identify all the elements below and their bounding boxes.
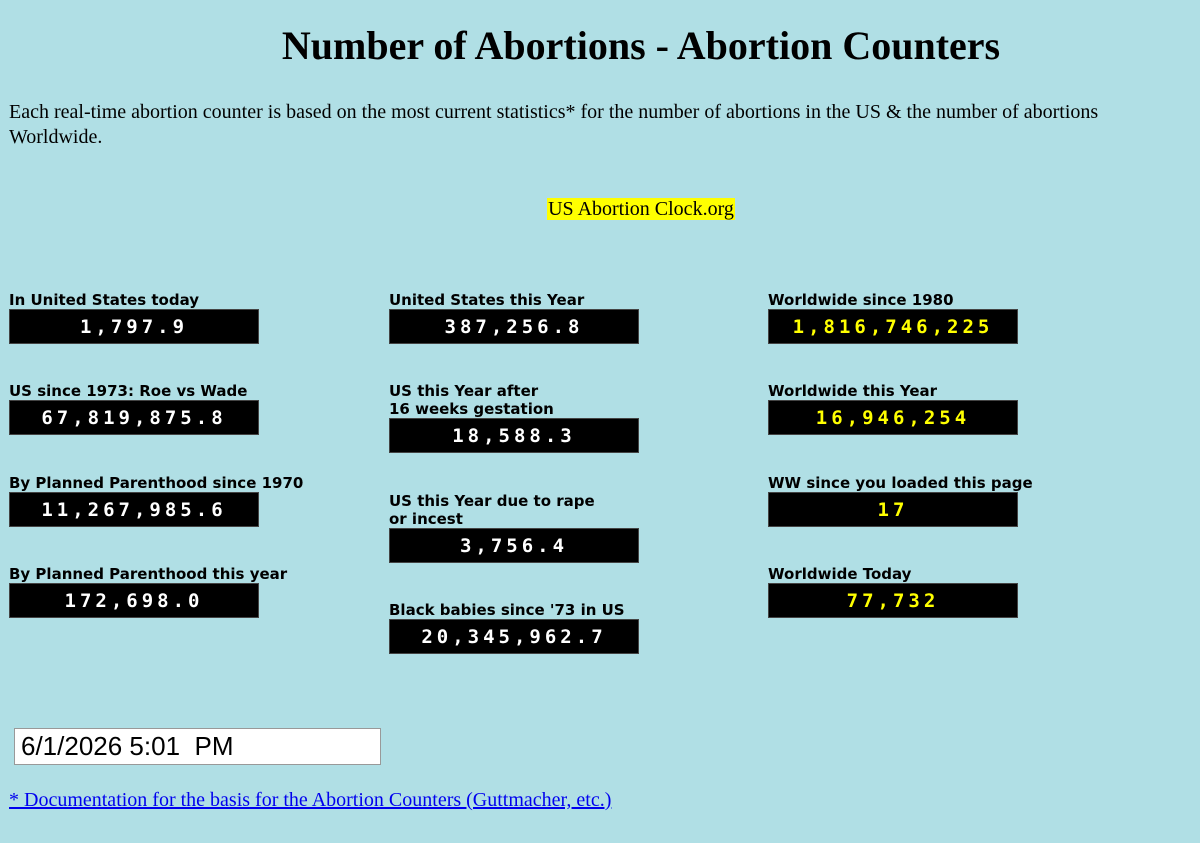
counter-label-line-1: US this Year due to rape xyxy=(389,492,595,510)
counter-value: 1,797.9 xyxy=(9,309,259,344)
counter-value: 1,816,746,225 xyxy=(768,309,1018,344)
counter-label: WW since you loaded this page xyxy=(768,474,1033,492)
counter-value: 20,345,962.7 xyxy=(389,619,639,654)
counter-us-rape-incest: US this Year due to rape or incest 3,756… xyxy=(389,492,689,563)
counter-label: Worldwide since 1980 xyxy=(768,291,954,309)
counter-value: 18,588.3 xyxy=(389,418,639,453)
counter-label: Black babies since '73 in US xyxy=(389,601,625,619)
counter-ww-since-1980: Worldwide since 1980 1,816,746,225 xyxy=(768,291,1068,344)
counter-planned-parenthood-this-year: By Planned Parenthood this year 172,698.… xyxy=(9,565,309,618)
counter-label-line-1: US this Year after xyxy=(389,382,539,400)
counter-label: Worldwide Today xyxy=(768,565,912,583)
counter-us-this-year: United States this Year 387,256.8 xyxy=(389,291,689,344)
page-title: Number of Abortions - Abortion Counters xyxy=(281,23,1001,68)
counter-value: 67,819,875.8 xyxy=(9,400,259,435)
counter-value: 16,946,254 xyxy=(768,400,1018,435)
counter-label: By Planned Parenthood since 1970 xyxy=(9,474,304,492)
counter-value: 3,756.4 xyxy=(389,528,639,563)
datetime-field[interactable] xyxy=(14,728,381,765)
counter-label-line-2: or incest xyxy=(389,510,463,528)
counter-value: 17 xyxy=(768,492,1018,527)
counter-value: 387,256.8 xyxy=(389,309,639,344)
counter-us-since-1973: US since 1973: Roe vs Wade 67,819,875.8 xyxy=(9,382,309,435)
counter-black-babies-since-73: Black babies since '73 in US 20,345,962.… xyxy=(389,601,689,654)
counter-ww-today: Worldwide Today 77,732 xyxy=(768,565,1068,618)
counter-value: 77,732 xyxy=(768,583,1018,618)
counter-label-line-2: 16 weeks gestation xyxy=(389,400,554,418)
counter-ww-since-page-load: WW since you loaded this page 17 xyxy=(768,474,1068,527)
clock-link-container: US Abortion Clock.org xyxy=(0,197,1200,221)
counter-value: 11,267,985.6 xyxy=(9,492,259,527)
counter-label: United States this Year xyxy=(389,291,585,309)
counter-label: By Planned Parenthood this year xyxy=(9,565,288,583)
counter-label: In United States today xyxy=(9,291,200,309)
intro-text: Each real-time abortion counter is based… xyxy=(9,101,1099,148)
counter-planned-parenthood-since-1970: By Planned Parenthood since 1970 11,267,… xyxy=(9,474,309,527)
counter-us-today: In United States today 1,797.9 xyxy=(9,291,309,344)
counter-us-after-16-weeks: US this Year after 16 weeks gestation 18… xyxy=(389,382,689,453)
us-abortion-clock-link[interactable]: US Abortion Clock.org xyxy=(547,198,735,220)
counter-value: 172,698.0 xyxy=(9,583,259,618)
counter-label: US since 1973: Roe vs Wade xyxy=(9,382,248,400)
counter-label: Worldwide this Year xyxy=(768,382,938,400)
documentation-link[interactable]: * Documentation for the basis for the Ab… xyxy=(9,789,612,811)
counter-ww-this-year: Worldwide this Year 16,946,254 xyxy=(768,382,1068,435)
